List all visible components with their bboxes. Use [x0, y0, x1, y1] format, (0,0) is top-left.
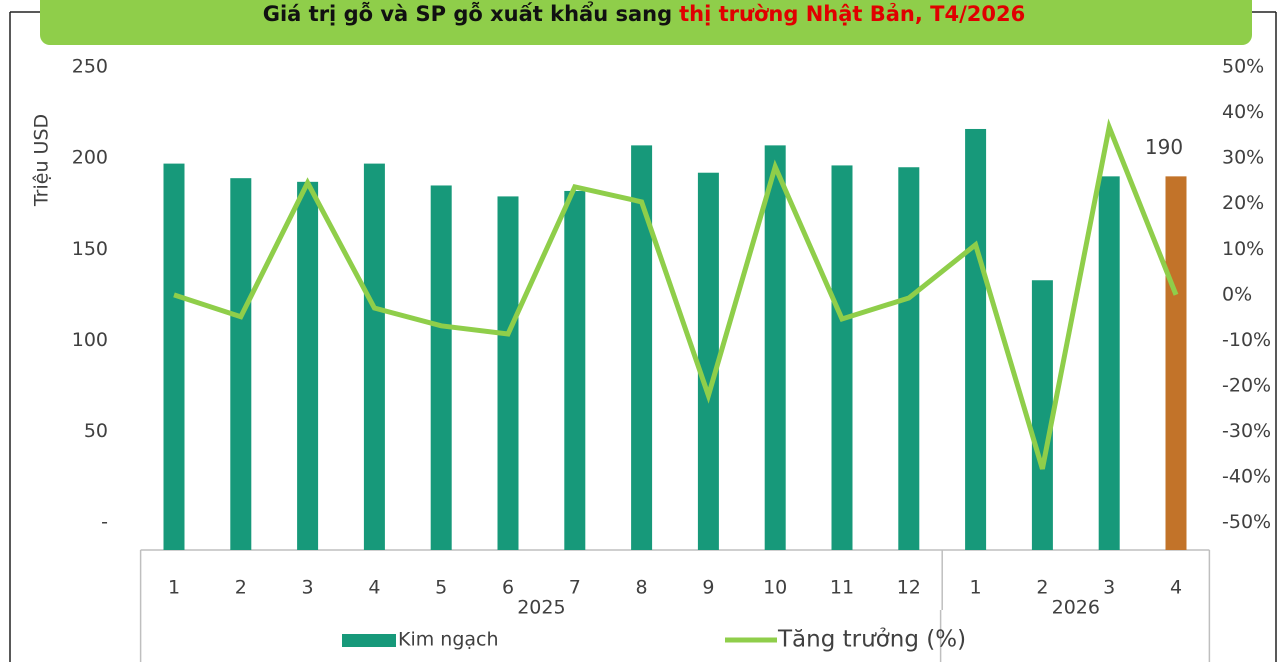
bar: [430, 185, 452, 551]
x-tick-label: 2: [235, 577, 247, 599]
bar: [363, 163, 385, 550]
bar: [297, 181, 319, 550]
y2-tick-label: -30%: [1222, 420, 1271, 442]
y2-tick-label: -20%: [1222, 374, 1271, 396]
bar: [230, 178, 252, 550]
group-label: 2026: [1052, 597, 1100, 619]
x-tick-label: 6: [502, 577, 514, 599]
x-tick-label: 7: [569, 577, 581, 599]
x-tick-label: 1: [970, 577, 982, 599]
legend-label: Tăng trưởng (%): [777, 627, 966, 653]
x-tick-label: 2: [1036, 577, 1048, 599]
x-tick-label: 4: [368, 577, 380, 599]
y2-tick-label: -40%: [1222, 466, 1271, 488]
bar: [1098, 176, 1120, 550]
y-tick-label: 100: [72, 329, 108, 351]
y2-tick-label: 10%: [1222, 238, 1264, 260]
title-banner: [40, 0, 1252, 45]
x-tick-label: 10: [763, 577, 787, 599]
y2-tick-label: 20%: [1222, 192, 1264, 214]
y-tick-label: -: [101, 511, 108, 533]
y-tick-label: 50: [84, 420, 108, 442]
y-tick-label: 200: [72, 147, 108, 169]
x-tick-label: 12: [897, 577, 921, 599]
x-tick-label: 5: [435, 577, 447, 599]
bar: [1165, 176, 1187, 550]
x-tick-label: 3: [1103, 577, 1115, 599]
y2-tick-label: 0%: [1222, 283, 1252, 305]
y-axis-title: Triệu USD: [31, 114, 53, 207]
bar: [831, 165, 853, 550]
x-tick-label: 8: [636, 577, 648, 599]
legend-swatch: [342, 634, 396, 647]
bar: [163, 163, 185, 550]
x-tick-label: 1: [168, 577, 180, 599]
bar: [898, 167, 920, 550]
x-tick-label: 4: [1170, 577, 1182, 599]
title-part: Giá trị gỗ và SP gỗ xuất khẩu sang: [263, 1, 672, 26]
y2-tick-label: 50%: [1222, 56, 1264, 78]
bar: [697, 172, 719, 551]
y2-tick-label: 30%: [1222, 147, 1264, 169]
legend-label: Kim ngạch: [398, 629, 499, 651]
bar: [1031, 280, 1053, 550]
bar: [497, 196, 519, 551]
y-tick-label: 250: [72, 56, 108, 78]
y2-tick-label: -10%: [1222, 329, 1271, 351]
bar: [564, 190, 586, 550]
line: [173, 118, 1179, 470]
data-label: 190: [1145, 135, 1183, 159]
x-tick-label: 11: [830, 577, 854, 599]
y-tick-label: 150: [72, 238, 108, 260]
y2-tick-label: -50%: [1222, 511, 1271, 533]
title-part: thị trường Nhật Bản, T4/2026: [679, 2, 1025, 26]
group-label: 2025: [517, 597, 565, 619]
chart-title: Giá trị gỗ và SP gỗ xuất khẩu sang thị tr…: [263, 1, 1025, 26]
bar: [764, 145, 786, 550]
bar: [965, 128, 987, 550]
x-tick-label: 9: [702, 577, 714, 599]
bar: [631, 145, 653, 550]
y2-tick-label: 40%: [1222, 101, 1264, 123]
x-tick-label: 3: [302, 577, 314, 599]
